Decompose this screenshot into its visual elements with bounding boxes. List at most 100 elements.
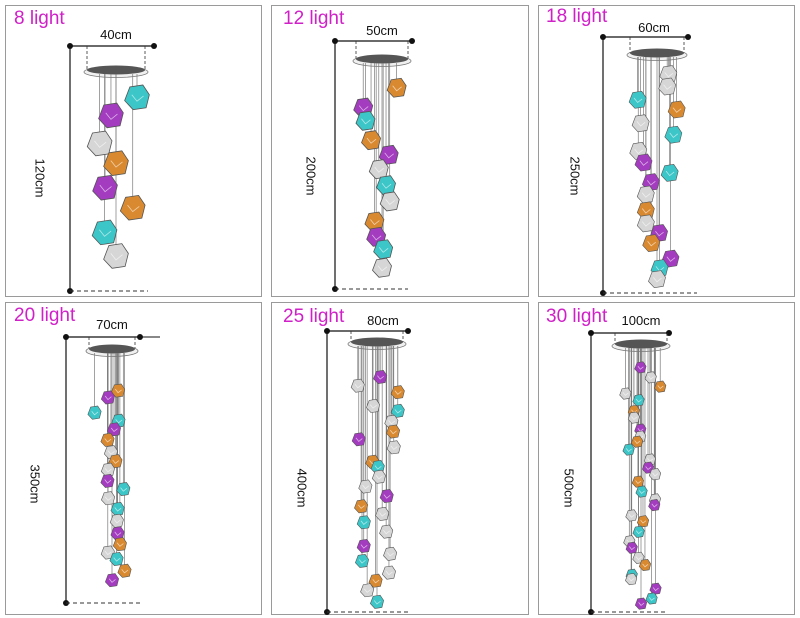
- glass-shade: [634, 361, 647, 374]
- glass-shade: [355, 553, 369, 568]
- glass-shade: [390, 403, 405, 418]
- glass-shade: [649, 582, 662, 595]
- panel-12-light: [271, 5, 529, 297]
- title-8-light: 8 light: [14, 8, 65, 29]
- ceiling-canopy: [615, 339, 667, 349]
- width-label-12-light: 50cm: [366, 23, 398, 38]
- glass-shade: [386, 440, 401, 455]
- glass-shade: [350, 378, 365, 393]
- glass-shade: [91, 219, 118, 246]
- height-label-30-light: 500cm: [561, 468, 577, 508]
- title-20-light: 20 light: [14, 305, 76, 326]
- glass-shade: [355, 110, 376, 131]
- width-label-8-light: 40cm: [100, 27, 132, 42]
- width-dim-endpoint: [405, 328, 411, 334]
- glass-shade: [375, 506, 390, 521]
- glass-shade: [622, 443, 635, 456]
- title-30-light: 30 light: [546, 306, 608, 327]
- height-label-25-light: 400cm: [294, 468, 310, 508]
- glass-shade: [628, 90, 647, 109]
- glass-shade: [366, 398, 381, 413]
- glass-shade: [648, 499, 661, 512]
- glass-shade: [667, 100, 686, 119]
- glass-shade: [654, 380, 667, 393]
- glass-shade: [383, 546, 398, 561]
- width-dim-endpoint: [666, 330, 672, 336]
- glass-shade: [660, 164, 679, 182]
- glass-shade: [101, 491, 116, 506]
- glass-shade: [111, 383, 126, 398]
- glass-shade: [625, 509, 638, 522]
- glass-shade: [373, 370, 388, 384]
- width-dim-endpoint: [151, 43, 157, 49]
- glass-shade: [124, 84, 150, 111]
- glass-shade: [379, 489, 394, 503]
- glass-shade: [109, 552, 124, 566]
- height-label-12-light: 200cm: [303, 156, 319, 196]
- glass-shade: [379, 191, 400, 212]
- glass-shade: [645, 592, 658, 605]
- glass-shade: [627, 411, 640, 424]
- glass-shade: [119, 194, 146, 221]
- glass-shade: [386, 77, 407, 98]
- glass-shade: [361, 130, 381, 151]
- glass-shade: [630, 435, 644, 448]
- width-label-20-light: 70cm: [96, 317, 128, 332]
- glass-shade: [636, 214, 655, 233]
- glass-shade: [103, 243, 129, 269]
- glass-shade: [631, 475, 644, 488]
- glass-shade: [648, 468, 662, 481]
- height-label-18-light: 250cm: [567, 156, 583, 196]
- glass-shade: [635, 485, 648, 498]
- glass-shade: [371, 469, 386, 484]
- glass-shade: [354, 499, 369, 514]
- glass-shade: [634, 597, 648, 610]
- glass-shade: [112, 537, 127, 552]
- glass-shade: [107, 422, 121, 437]
- glass-shade: [87, 405, 102, 420]
- glass-shade: [386, 424, 401, 439]
- glass-shade: [100, 473, 115, 488]
- glass-shade: [368, 573, 383, 588]
- width-label-25-light: 80cm: [367, 313, 399, 328]
- width-dim-endpoint: [409, 38, 415, 44]
- glass-shade: [625, 541, 638, 554]
- glass-shade: [632, 525, 645, 538]
- width-dim-endpoint: [685, 34, 691, 40]
- glass-shade: [373, 239, 394, 260]
- glass-shade: [390, 385, 405, 400]
- glass-shade: [86, 130, 113, 157]
- glass-shade: [360, 583, 375, 598]
- glass-shade: [117, 563, 132, 578]
- glass-shade: [358, 479, 373, 494]
- glass-shade: [619, 387, 632, 400]
- height-label-20-light: 350cm: [27, 464, 43, 504]
- glass-shade: [381, 565, 396, 580]
- glass-shade: [100, 390, 115, 405]
- glass-shade: [379, 524, 394, 539]
- glass-shade: [100, 462, 115, 477]
- glass-shade: [636, 185, 655, 204]
- glass-shade: [634, 153, 653, 172]
- glass-shade: [92, 174, 118, 201]
- panel-30-light: [538, 302, 795, 615]
- glass-shade: [98, 102, 124, 129]
- glass-shade: [636, 515, 650, 528]
- panel-8-light: [5, 5, 262, 297]
- glass-shade: [103, 150, 129, 176]
- title-18-light: 18 light: [546, 6, 608, 27]
- glass-shade: [372, 257, 392, 278]
- glass-shade: [100, 432, 115, 447]
- glass-shade: [109, 513, 124, 528]
- glass-shade: [648, 270, 666, 288]
- height-label-8-light: 120cm: [32, 158, 48, 198]
- glass-shade: [105, 573, 119, 588]
- glass-shade: [116, 482, 131, 497]
- glass-shade: [368, 159, 389, 180]
- width-label-18-light: 60cm: [638, 20, 670, 35]
- glass-shade: [356, 539, 371, 553]
- glass-shade: [659, 65, 678, 84]
- glass-shade: [370, 594, 384, 609]
- glass-shade: [644, 371, 657, 384]
